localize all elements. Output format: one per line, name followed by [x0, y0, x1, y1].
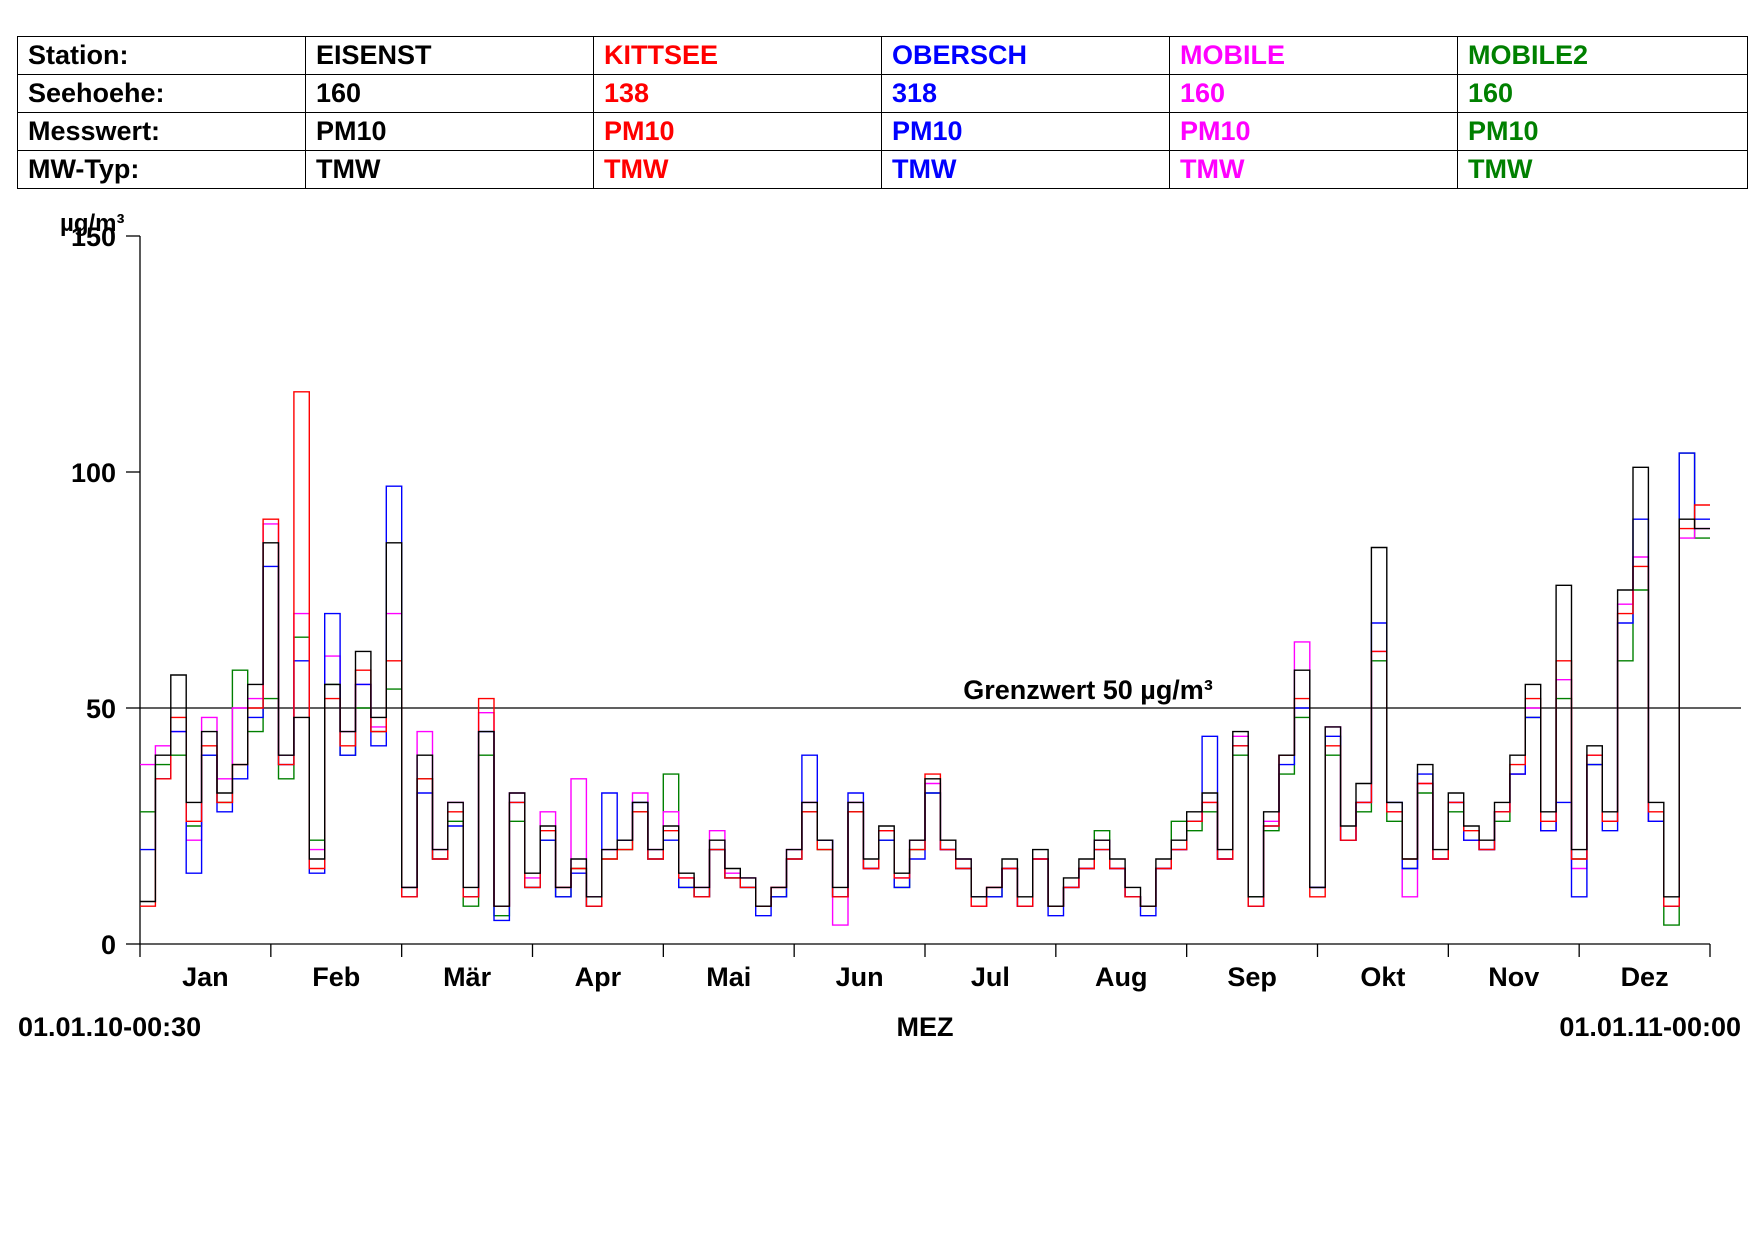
x-tick-label: Jun: [836, 962, 884, 992]
x-tick-label: Jan: [182, 962, 229, 992]
series-line-obersch: [140, 452, 1710, 922]
station-table: Station: EISENST KITTSEE OBERSCH MOBILE MOBIL…: [17, 36, 1748, 189]
x-tick-label: Okt: [1360, 962, 1405, 992]
station-cell-messwert: PM10: [1169, 112, 1458, 151]
y-tick-label: 0: [101, 930, 116, 960]
y-tick-label: 50: [86, 694, 116, 724]
mw-typ-row: MW-Typ: TMW TMW TMW TMW TMW: [17, 150, 1748, 189]
station-cell-seehoehe: 160: [1457, 74, 1748, 113]
end-date-label: 01.01.11-00:00: [1559, 1012, 1741, 1042]
station-cell-name: MOBILE2: [1457, 36, 1748, 75]
series-line-eisenst: [140, 466, 1710, 907]
station-cell-name: EISENST: [305, 36, 594, 75]
series-line-mobile: [140, 523, 1710, 926]
start-date-label: 01.01.10-00:30: [18, 1012, 201, 1042]
station-cell-mw_typ: TMW: [1169, 150, 1458, 189]
seehoehe-row: Seehoehe: 160 138 318 160 160: [17, 74, 1748, 113]
messwert-row: Messwert: PM10 PM10 PM10 PM10 PM10: [17, 112, 1748, 151]
station-cell-name: KITTSEE: [593, 36, 882, 75]
y-axis-unit-label: µg/m³: [60, 210, 125, 237]
chart-axes: [126, 235, 1711, 957]
x-tick-label: Jul: [971, 962, 1010, 992]
row-label: Station:: [17, 36, 306, 75]
station-cell-messwert: PM10: [1457, 112, 1748, 151]
x-tick-label: Apr: [575, 962, 622, 992]
x-tick-label: Nov: [1488, 962, 1539, 992]
station-cell-mw_typ: TMW: [1457, 150, 1748, 189]
station-cell-seehoehe: 318: [881, 74, 1170, 113]
series-group: [140, 391, 1710, 926]
x-tick-label: Aug: [1095, 962, 1147, 992]
x-tick-label: Mai: [706, 962, 751, 992]
station-cell-mw_typ: TMW: [881, 150, 1170, 189]
threshold-group: Grenzwert 50 µg/m³: [140, 675, 1741, 709]
station-table-body: Station: EISENST KITTSEE OBERSCH MOBILE MOBIL…: [17, 36, 1748, 189]
timezone-label: MEZ: [897, 1012, 954, 1042]
y-tick-label: 150: [71, 222, 116, 252]
threshold-label: Grenzwert 50 µg/m³: [963, 675, 1213, 705]
x-tick-label: Dez: [1621, 962, 1669, 992]
station-cell-mw_typ: TMW: [593, 150, 882, 189]
station-cell-mw_typ: TMW: [305, 150, 594, 189]
x-tick-label: Sep: [1227, 962, 1277, 992]
x-tick-label: Feb: [312, 962, 360, 992]
station-cell-seehoehe: 160: [1169, 74, 1458, 113]
x-tick-label: Mär: [443, 962, 492, 992]
y-tick-label: 100: [71, 458, 116, 488]
